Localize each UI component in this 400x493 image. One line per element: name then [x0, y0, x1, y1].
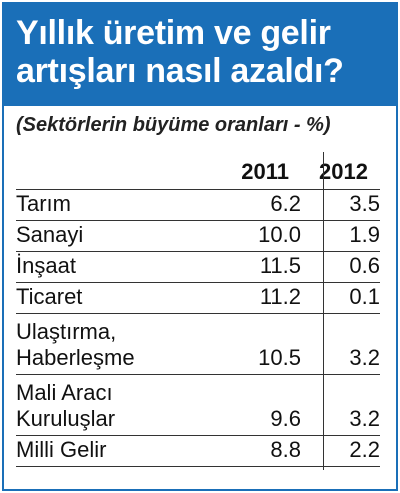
row-label: İnşaat: [16, 253, 76, 279]
value-2011: 11.5: [259, 253, 301, 278]
value-2011: 10.5: [258, 345, 301, 370]
title-line-2: artışları nasıl azaldı?: [16, 52, 344, 90]
row-label-line: Milli Gelir: [16, 437, 107, 462]
value-2011: 8.8: [270, 437, 301, 462]
column-header-2012: 2012: [319, 159, 368, 184]
row-label-line: Ulaştırma,: [16, 319, 117, 344]
header-rule: [16, 152, 380, 190]
column-divider: [323, 152, 324, 470]
table-row: Milli Gelir 8.8 2.2: [16, 436, 380, 467]
chart-subtitle: (Sektörlerin büyüme oranları - %): [16, 114, 331, 136]
title-line-1: Yıllık üretim ve gelir: [16, 14, 331, 52]
value-2011: 10.0: [258, 222, 301, 247]
value-2011: 11.2: [259, 284, 301, 309]
row-label: Mali Aracı Kuruluşlar: [16, 380, 115, 432]
row-label-line: Tarım: [16, 191, 71, 216]
title-banner: Yıllık üretim ve gelir artışları nasıl a…: [4, 4, 396, 106]
row-label: Tarım: [16, 191, 71, 217]
table-row: Ticaret 11.2 0.1: [16, 283, 380, 314]
column-header-2011: 2011: [241, 159, 289, 184]
row-label: Milli Gelir: [16, 437, 106, 463]
row-label-line: İnşaat: [16, 253, 76, 278]
row-label: Sanayi: [16, 222, 83, 248]
table-row: Mali Aracı Kuruluşlar 9.6 3.2: [16, 375, 380, 436]
table-row: İnşaat 11.5 0.6: [16, 252, 380, 283]
value-2012: 3.2: [349, 345, 380, 370]
value-2012: 0.6: [349, 253, 380, 278]
row-label: Ticaret: [16, 284, 82, 310]
value-2012: 3.2: [349, 406, 380, 431]
value-2012: 1.9: [349, 222, 380, 247]
table-row: Tarım 6.2 3.5: [16, 190, 380, 221]
row-label-line: Kuruluşlar: [16, 406, 116, 431]
row-label-line: Haberleşme: [16, 345, 135, 370]
row-label: Ulaştırma, Haberleşme: [16, 319, 135, 371]
row-label-line: Mali Aracı: [16, 380, 113, 405]
value-2011: 9.6: [270, 406, 301, 431]
value-2012: 2.2: [349, 437, 380, 462]
table-row: Ulaştırma, Haberleşme 10.5 3.2: [16, 314, 380, 375]
row-label-line: Ticaret: [16, 284, 83, 309]
value-2011: 6.2: [270, 191, 301, 216]
value-2012: 0.1: [349, 284, 380, 309]
row-label-line: Sanayi: [16, 222, 84, 247]
value-2012: 3.5: [349, 191, 380, 216]
table-row: Sanayi 10.0 1.9: [16, 221, 380, 252]
